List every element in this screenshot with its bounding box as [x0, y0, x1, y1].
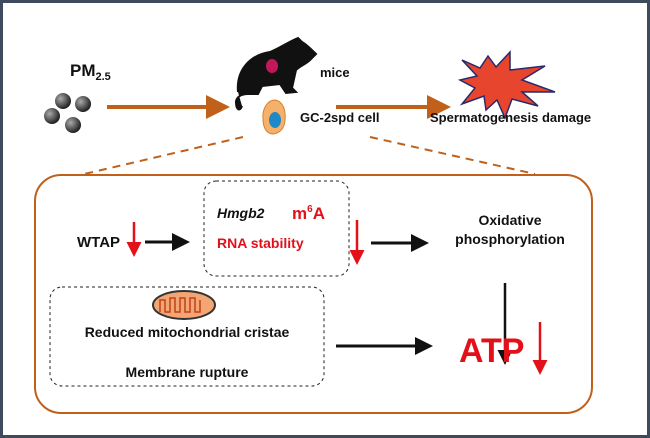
- wtap-label: WTAP: [77, 234, 120, 251]
- cell-icon: [262, 99, 286, 135]
- gene-label: Hmgb2: [217, 205, 265, 221]
- zoom-line-left: [79, 136, 244, 176]
- mouse-icon: [234, 36, 318, 111]
- mitochondrion-icon: [152, 290, 216, 320]
- damage-label: Spermatogenesis damage: [430, 110, 591, 125]
- zoom-line-right: [369, 136, 536, 175]
- particles-icon: [44, 93, 91, 133]
- oxphos-label: Oxidative phosphorylation: [455, 212, 565, 247]
- rna-stability-label: RNA stability: [217, 235, 304, 251]
- mice-label: mice: [320, 65, 350, 80]
- burst-icon: [457, 50, 556, 120]
- m6a-label: m6A: [292, 204, 325, 223]
- pm-label: PM2.5: [70, 61, 111, 83]
- mitochondria-box: [49, 286, 325, 387]
- hmgb2-box: [203, 180, 350, 277]
- cristae-label: Reduced mitochondrial cristae: [85, 324, 290, 340]
- membrane-label: Membrane rupture: [126, 364, 249, 380]
- atp-label: ATP: [459, 332, 524, 370]
- cell-label: GC-2spd cell: [300, 110, 379, 125]
